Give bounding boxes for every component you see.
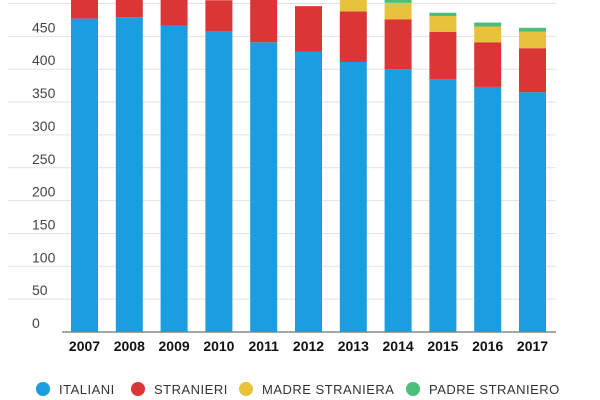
legend-swatch <box>131 382 145 396</box>
bar-italiani-2015 <box>429 79 457 333</box>
bar-stranieri-2012 <box>295 6 322 52</box>
bar-italiani-2013 <box>339 61 367 333</box>
bar-italiani-2011 <box>250 42 278 332</box>
legend-swatch <box>406 382 420 396</box>
y-tick-label: 0 <box>32 315 40 331</box>
bar-group-2008 <box>115 0 143 333</box>
y-tick-label: 300 <box>32 118 56 134</box>
bar-group-2015 <box>429 12 457 333</box>
x-axis-ticks: 2007 2008 2009 2010 2011 2012 2013 2014 2015 2016… <box>69 338 548 354</box>
y-tick-label: 150 <box>32 216 56 232</box>
bar-stranieri-2013 <box>339 11 367 62</box>
y-tick-label: 50 <box>32 282 48 298</box>
bar-group-2007 <box>71 0 98 333</box>
bar-madre-straniera-2016 <box>474 26 502 43</box>
legend-label: ITALIANI <box>59 382 115 397</box>
bar-madre-straniera-2015 <box>429 15 457 32</box>
bar-italiani-2012 <box>295 51 322 332</box>
bar-italiani-2008 <box>115 17 143 333</box>
legend-item-stranieri: STRANIERI <box>131 382 228 397</box>
bar-group-2009 <box>160 0 188 332</box>
bar-group-2013 <box>339 0 367 333</box>
bar-stranieri-2016 <box>474 42 502 87</box>
bar-italiani-2017 <box>519 92 546 332</box>
grid-layer <box>8 3 556 333</box>
bar-italiani-2010 <box>205 31 233 332</box>
bar-stranieri-2017 <box>519 48 546 93</box>
x-tick-label: 2008 <box>114 338 145 354</box>
x-tick-label: 2007 <box>69 338 100 354</box>
bar-group-2010 <box>205 0 233 332</box>
bar-italiani-2014 <box>384 69 412 332</box>
x-tick-label: 2012 <box>293 338 324 354</box>
bar-stranieri-2008 <box>115 0 143 18</box>
bar-italiani-2009 <box>160 25 188 332</box>
bar-group-2012 <box>295 6 322 332</box>
bar-italiani-2007 <box>71 18 98 333</box>
bar-padre-straniero-2014 <box>384 0 412 3</box>
bar-stranieri-2015 <box>429 31 457 80</box>
legend-item-madre-straniera: MADRE STRANIERA <box>239 382 394 397</box>
bar-stranieri-2011 <box>250 0 278 43</box>
legend: ITALIANI STRANIERI MADRE STRANIERA PADRE ST… <box>36 382 560 397</box>
x-tick-label: 2011 <box>249 338 280 354</box>
x-tick-label: 2017 <box>517 338 548 354</box>
bar-madre-straniera-2017 <box>519 31 546 49</box>
x-tick-label: 2013 <box>338 338 369 354</box>
bar-madre-straniera-2013 <box>339 0 367 12</box>
x-tick-label: 2016 <box>472 338 503 354</box>
y-tick-label: 450 <box>32 19 56 35</box>
y-tick-label: 400 <box>32 52 56 68</box>
x-tick-label: 2014 <box>383 338 414 354</box>
bar-group-2016 <box>474 22 502 333</box>
y-tick-label: 350 <box>32 85 56 101</box>
x-tick-label: 2015 <box>427 338 458 354</box>
legend-label: PADRE STRANIERO <box>429 382 560 397</box>
y-axis-ticks: 0 50 100 150 200 250 300 350 400 450 <box>32 19 56 331</box>
legend-label: MADRE STRANIERA <box>262 382 394 397</box>
legend-swatch <box>36 382 50 396</box>
y-tick-label: 200 <box>32 184 56 200</box>
bar-stranieri-2007 <box>71 0 98 19</box>
bar-padre-straniero-2017 <box>519 27 546 32</box>
bar-padre-straniero-2015 <box>429 12 457 16</box>
x-tick-label: 2010 <box>203 338 234 354</box>
legend-label: STRANIERI <box>154 382 228 397</box>
legend-item-padre-straniero: PADRE STRANIERO <box>406 382 560 397</box>
y-tick-label: 250 <box>32 151 56 167</box>
x-tick-label: 2009 <box>159 338 190 354</box>
bar-madre-straniera-2014 <box>384 2 412 20</box>
bar-group-2017 <box>519 27 546 332</box>
bar-stranieri-2014 <box>384 19 412 70</box>
bar-italiani-2016 <box>474 86 502 333</box>
bars <box>71 0 546 333</box>
bar-group-2011 <box>250 0 278 332</box>
bar-padre-straniero-2016 <box>474 22 502 27</box>
legend-item-italiani: ITALIANI <box>36 382 115 397</box>
bar-stranieri-2009 <box>160 0 188 26</box>
legend-swatch <box>239 382 253 396</box>
bar-group-2014 <box>384 0 412 332</box>
bar-stranieri-2010 <box>205 0 233 32</box>
y-tick-label: 100 <box>32 249 56 265</box>
